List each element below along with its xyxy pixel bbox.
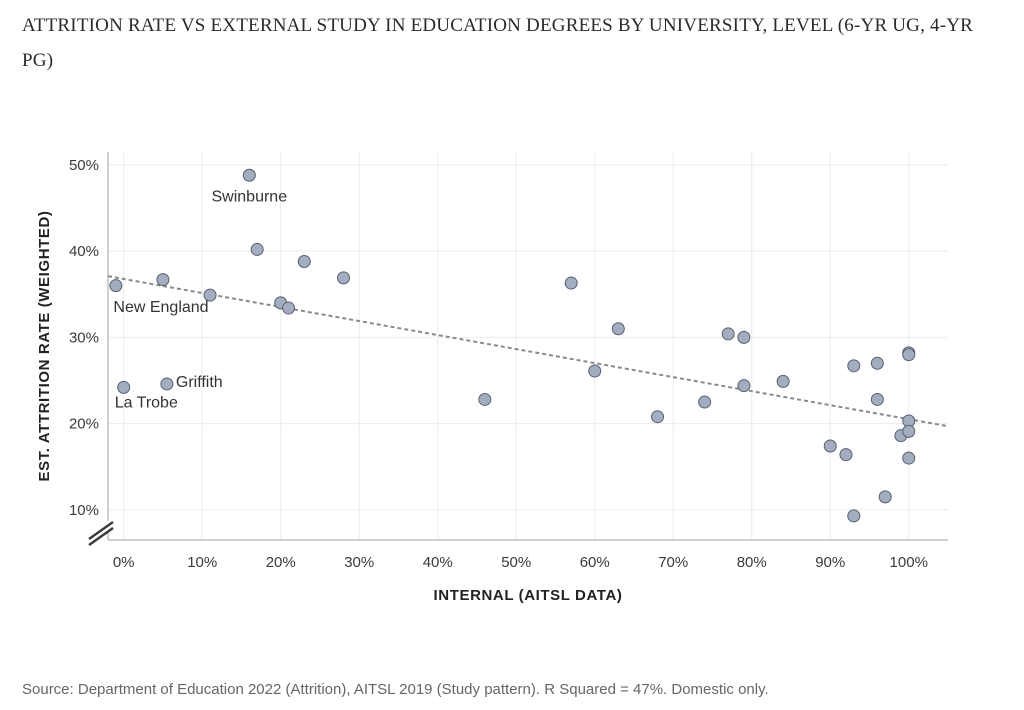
data-point <box>337 271 351 285</box>
y-tick-label: 20% <box>69 416 99 433</box>
y-tick-label: 50% <box>69 157 99 174</box>
data-point <box>297 255 311 269</box>
data-point <box>839 448 853 462</box>
data-point <box>564 276 578 290</box>
point-label: Swinburne <box>212 188 288 205</box>
x-tick-label: 20% <box>266 554 296 571</box>
data-point <box>109 279 123 293</box>
y-tick-label: 10% <box>69 502 99 519</box>
data-point <box>242 168 256 182</box>
trendline <box>107 275 949 428</box>
axis-break-mark <box>87 518 117 546</box>
y-tick-label: 30% <box>69 329 99 346</box>
data-point <box>902 451 916 465</box>
point-label: Griffith <box>176 374 223 391</box>
data-point <box>870 392 884 406</box>
tick-labels-layer: 0% 10% 20% 30% 40% 50% 60% 70% 80% 90% 100% 10% 20% 3… <box>69 157 928 571</box>
data-point <box>651 410 665 424</box>
x-tick-label: 10% <box>187 554 217 571</box>
y-axis-label: EST. ATTRITION RATE (WEIGHTED) <box>36 210 53 481</box>
data-point <box>737 330 751 344</box>
data-point <box>611 322 625 336</box>
annotation-layer: La Trobe Griffith New England Swinburne <box>113 188 287 411</box>
grid-layer <box>108 152 948 540</box>
x-tick-label: 90% <box>815 554 845 571</box>
x-tick-label: 100% <box>890 554 928 571</box>
data-point <box>721 327 735 341</box>
data-point <box>776 374 790 388</box>
source-note: Source: Department of Education 2022 (At… <box>22 681 769 698</box>
data-point <box>698 395 712 409</box>
data-point <box>870 356 884 370</box>
x-tick-label: 0% <box>113 554 135 571</box>
data-point <box>823 439 837 453</box>
scatter-chart: La Trobe Griffith New England Swinburne 0% 1… <box>36 152 949 604</box>
data-point <box>160 377 174 391</box>
point-label: La Trobe <box>115 394 178 411</box>
x-tick-label: 30% <box>344 554 374 571</box>
data-point <box>847 359 861 373</box>
x-tick-label: 70% <box>658 554 688 571</box>
data-point <box>250 242 264 256</box>
data-point <box>117 380 131 394</box>
data-point <box>478 392 492 406</box>
data-point <box>902 424 916 438</box>
y-tick-label: 40% <box>69 243 99 260</box>
x-tick-label: 40% <box>423 554 453 571</box>
chart-title: ATTRITION RATE VS EXTERNAL STUDY IN EDUC… <box>22 15 974 71</box>
axis-break-line <box>88 521 114 540</box>
axes-layer <box>87 152 948 546</box>
data-point <box>902 348 916 362</box>
trendline-layer <box>107 275 949 428</box>
points-layer <box>109 168 916 523</box>
data-point <box>878 490 892 504</box>
data-point <box>282 301 296 315</box>
data-point <box>156 273 170 287</box>
data-point <box>847 509 861 523</box>
axis-break-line <box>88 527 114 546</box>
point-label: New England <box>113 299 208 316</box>
x-axis-label: INTERNAL (AITSL DATA) <box>434 587 623 604</box>
data-point <box>588 364 602 378</box>
x-tick-label: 50% <box>501 554 531 571</box>
x-tick-label: 80% <box>737 554 767 571</box>
x-tick-label: 60% <box>580 554 610 571</box>
data-point <box>737 379 751 393</box>
data-point <box>203 288 217 302</box>
